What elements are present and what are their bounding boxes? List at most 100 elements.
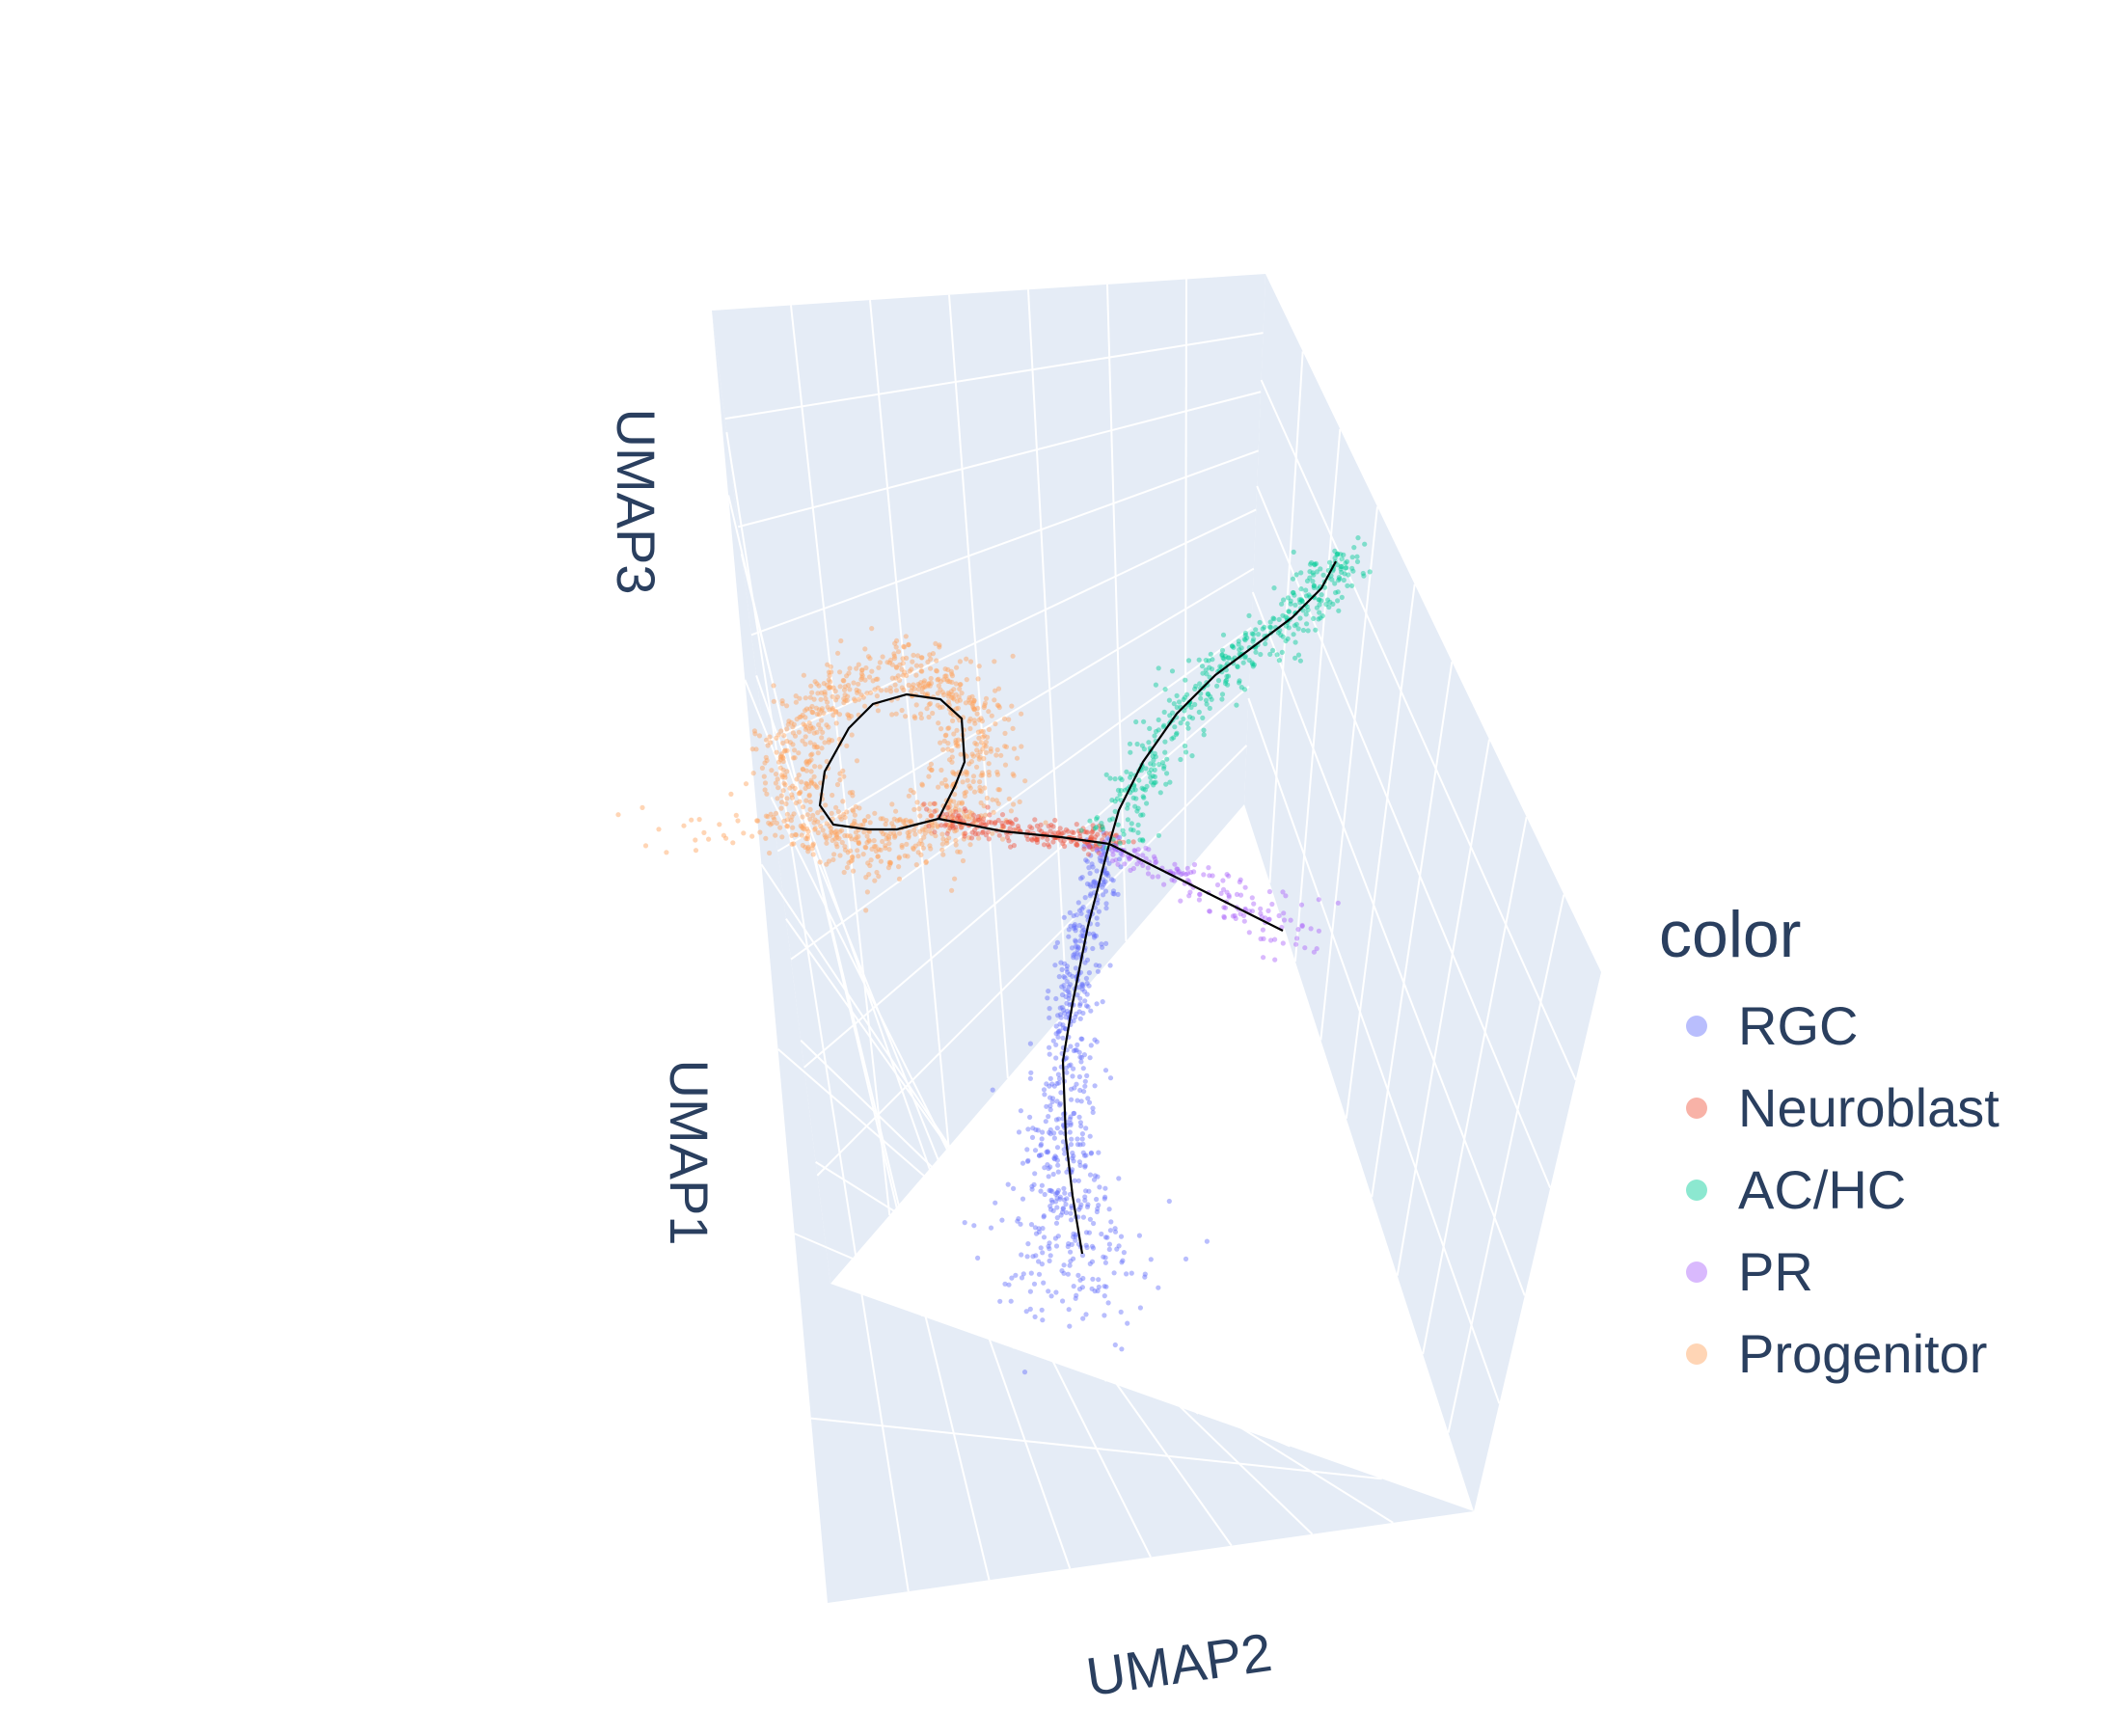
data-point <box>1040 1250 1046 1256</box>
data-point <box>1148 761 1154 767</box>
data-point <box>1061 829 1067 835</box>
data-point <box>1089 1259 1096 1264</box>
data-point <box>1061 838 1067 844</box>
data-point <box>827 672 832 679</box>
scene-back-wall <box>712 274 1265 1284</box>
data-point <box>894 637 900 644</box>
data-point <box>959 800 965 806</box>
data-point <box>921 684 927 691</box>
data-point <box>854 822 859 827</box>
grid-line <box>1247 697 1501 1404</box>
data-point <box>1072 1085 1077 1091</box>
data-point <box>1139 743 1145 748</box>
data-point <box>1112 1229 1119 1234</box>
data-point <box>1316 616 1321 622</box>
data-point <box>805 828 811 834</box>
data-point <box>1231 644 1237 650</box>
data-point <box>970 753 976 759</box>
data-point <box>834 694 841 700</box>
legend-item-progenitor[interactable]: Progenitor <box>1659 1313 2000 1395</box>
data-point <box>993 752 999 758</box>
data-point <box>853 829 859 835</box>
legend-item-pr[interactable]: PR <box>1659 1231 2000 1313</box>
data-point <box>1312 562 1318 568</box>
data-point <box>967 716 973 722</box>
data-point <box>1103 772 1109 777</box>
data-point <box>864 840 870 846</box>
data-point <box>981 743 988 748</box>
data-point <box>814 784 820 791</box>
data-point <box>1175 870 1182 876</box>
data-point <box>934 668 940 674</box>
data-point <box>1107 775 1113 781</box>
data-point <box>1140 838 1146 844</box>
data-point <box>956 813 962 819</box>
data-point <box>910 659 915 665</box>
data-point <box>1290 576 1296 582</box>
data-point <box>1131 783 1137 789</box>
data-point <box>1080 1316 1086 1321</box>
data-point <box>976 735 982 741</box>
data-point <box>839 827 845 833</box>
data-point <box>1118 851 1124 856</box>
data-point <box>1270 615 1276 621</box>
data-point <box>927 652 933 658</box>
data-point <box>1265 917 1272 923</box>
data-point <box>1204 671 1210 677</box>
data-point <box>943 732 949 738</box>
data-point <box>1041 1087 1047 1093</box>
data-point <box>986 819 992 826</box>
data-point <box>880 654 885 660</box>
data-point <box>1089 1243 1096 1249</box>
data-point <box>1073 925 1078 931</box>
data-point <box>1147 725 1153 732</box>
data-point <box>1046 1165 1051 1172</box>
data-point <box>896 864 902 870</box>
data-point <box>1022 778 1028 784</box>
data-point <box>1110 839 1116 845</box>
data-point <box>877 660 884 665</box>
data-point <box>954 727 960 733</box>
legend-item-ac-hc[interactable]: AC/HC <box>1659 1149 2000 1231</box>
data-point <box>1305 607 1311 613</box>
data-point <box>827 824 832 829</box>
data-point <box>1094 1208 1100 1215</box>
data-point <box>1226 894 1232 900</box>
data-point <box>1075 945 1081 951</box>
data-point <box>1333 589 1339 596</box>
data-point <box>1073 937 1078 943</box>
data-point <box>1088 1151 1094 1156</box>
data-point <box>1062 975 1068 981</box>
data-point <box>903 634 909 639</box>
legend-item-rgc[interactable]: RGC <box>1659 985 2000 1067</box>
data-point <box>869 846 875 853</box>
data-point <box>966 761 972 767</box>
data-point <box>841 687 848 693</box>
data-point <box>853 803 858 810</box>
data-point <box>1342 571 1347 577</box>
data-point <box>891 830 897 836</box>
data-point <box>842 697 849 703</box>
data-point <box>1087 893 1093 899</box>
data-point <box>1235 664 1240 669</box>
data-point <box>919 841 925 848</box>
data-point <box>1130 827 1136 833</box>
data-point <box>940 836 946 842</box>
data-point <box>1068 838 1075 845</box>
data-point <box>1272 957 1278 963</box>
data-point <box>957 849 963 855</box>
data-point <box>1053 1055 1059 1061</box>
legend-item-neuroblast[interactable]: Neuroblast <box>1659 1067 2000 1149</box>
data-point <box>1092 826 1098 831</box>
data-point <box>945 725 951 731</box>
data-point <box>1162 687 1168 692</box>
data-point <box>1143 845 1149 852</box>
data-point <box>762 787 768 793</box>
data-point <box>1074 1292 1079 1298</box>
data-point <box>953 803 959 809</box>
data-point <box>996 704 1002 711</box>
data-point <box>1078 1202 1084 1207</box>
data-point <box>803 826 810 831</box>
data-point <box>1051 1156 1058 1162</box>
